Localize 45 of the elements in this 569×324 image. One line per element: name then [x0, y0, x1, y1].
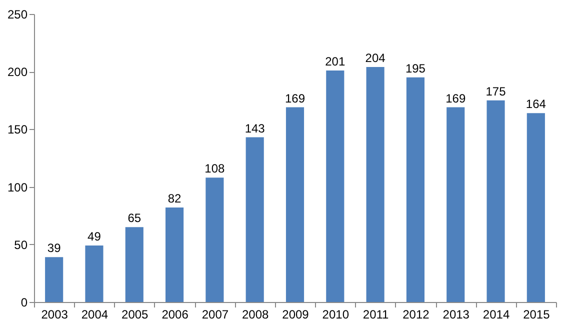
bar	[125, 227, 144, 302]
bar	[366, 66, 384, 302]
y-tick-label: 250	[7, 8, 28, 22]
x-tick-label: 2013	[442, 308, 470, 322]
data-label: 201	[325, 54, 346, 68]
y-tick-label: 150	[7, 122, 28, 137]
data-label: 65	[128, 211, 142, 226]
x-tick-label: 2009	[282, 308, 310, 322]
data-label: 108	[204, 162, 226, 176]
bar	[526, 113, 545, 302]
bar	[246, 137, 264, 302]
bar	[486, 100, 505, 302]
bar	[206, 178, 224, 302]
x-tick-label: 2004	[81, 308, 108, 322]
bar	[45, 257, 64, 302]
bar	[286, 107, 304, 302]
x-tick-label: 2015	[523, 308, 550, 322]
x-tick-label: 2008	[242, 308, 270, 322]
data-label: 82	[168, 192, 182, 206]
y-tick-label: 200	[7, 65, 28, 80]
bar	[85, 246, 104, 302]
x-tick-label: 2010	[322, 308, 350, 322]
data-label: 169	[284, 91, 306, 106]
y-tick-label: 0	[20, 296, 28, 310]
data-label: 204	[365, 50, 386, 65]
x-tick-label: 2012	[402, 308, 430, 322]
x-tick-label: 2005	[122, 308, 149, 322]
x-tick-label: 2003	[41, 308, 68, 322]
data-label: 49	[88, 230, 102, 244]
x-tick-label: 2014	[482, 308, 510, 322]
y-tick-label: 50	[14, 238, 28, 252]
bar	[446, 107, 465, 302]
data-label: 175	[486, 84, 506, 98]
y-tick-label: 100	[7, 180, 28, 194]
bar	[406, 77, 424, 302]
x-tick-label: 2006	[162, 308, 189, 322]
bar	[166, 208, 184, 302]
bar	[326, 70, 344, 302]
data-label: 39	[47, 241, 62, 256]
data-label: 169	[446, 91, 466, 106]
data-label: 143	[244, 121, 266, 136]
data-label: 195	[405, 61, 426, 76]
x-tick-label: 2007	[202, 308, 229, 322]
data-label: 164	[526, 97, 546, 112]
x-tick-label: 2011	[362, 308, 390, 322]
